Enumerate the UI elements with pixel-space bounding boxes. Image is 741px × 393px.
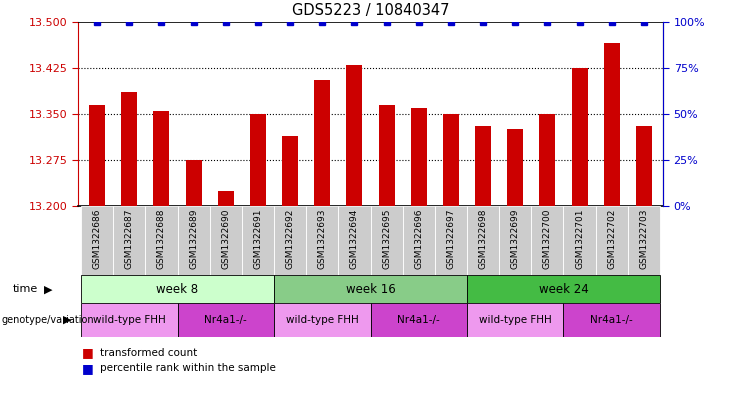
Text: GSM1322693: GSM1322693: [318, 208, 327, 269]
Bar: [563, 303, 660, 337]
Text: GSM1322686: GSM1322686: [93, 208, 102, 269]
Bar: [539, 114, 556, 206]
Text: GSM1322703: GSM1322703: [639, 208, 648, 269]
Bar: [531, 206, 563, 275]
Text: GSM1322696: GSM1322696: [414, 208, 423, 269]
Text: GSM1322699: GSM1322699: [511, 208, 519, 269]
Text: GSM1322688: GSM1322688: [157, 208, 166, 269]
Bar: [242, 206, 274, 275]
Bar: [122, 92, 137, 206]
Bar: [339, 206, 370, 275]
Text: GSM1322702: GSM1322702: [607, 208, 617, 269]
Bar: [113, 206, 145, 275]
Bar: [274, 303, 370, 337]
Title: GDS5223 / 10840347: GDS5223 / 10840347: [292, 3, 449, 18]
Text: GSM1322698: GSM1322698: [479, 208, 488, 269]
Text: week 16: week 16: [345, 283, 396, 296]
Bar: [306, 206, 339, 275]
Bar: [178, 303, 274, 337]
Bar: [81, 206, 113, 275]
Bar: [89, 105, 105, 206]
Bar: [571, 68, 588, 206]
Bar: [274, 206, 306, 275]
Bar: [274, 275, 467, 303]
Bar: [210, 206, 242, 275]
Text: GSM1322690: GSM1322690: [222, 208, 230, 269]
Text: GSM1322695: GSM1322695: [382, 208, 391, 269]
Bar: [81, 303, 178, 337]
Bar: [379, 105, 395, 206]
Bar: [604, 43, 619, 206]
Bar: [282, 136, 298, 206]
Bar: [346, 65, 362, 206]
Bar: [411, 108, 427, 206]
Bar: [185, 160, 202, 206]
Bar: [475, 126, 491, 206]
Text: week 8: week 8: [156, 283, 199, 296]
Text: wild-type FHH: wild-type FHH: [479, 315, 551, 325]
Text: ■: ■: [82, 346, 93, 359]
Text: wild-type FHH: wild-type FHH: [93, 315, 166, 325]
Text: GSM1322692: GSM1322692: [285, 208, 295, 269]
Bar: [628, 206, 660, 275]
Text: transformed count: transformed count: [100, 347, 197, 358]
Bar: [218, 191, 234, 206]
Text: wild-type FHH: wild-type FHH: [286, 315, 359, 325]
Text: GSM1322689: GSM1322689: [189, 208, 198, 269]
Bar: [370, 206, 402, 275]
Text: genotype/variation: genotype/variation: [1, 315, 94, 325]
Bar: [81, 275, 274, 303]
Bar: [435, 206, 467, 275]
Text: ■: ■: [82, 362, 93, 375]
Bar: [314, 80, 330, 206]
Bar: [145, 206, 178, 275]
Bar: [563, 206, 596, 275]
Bar: [402, 206, 435, 275]
Bar: [467, 303, 563, 337]
Text: Nr4a1-/-: Nr4a1-/-: [397, 315, 440, 325]
Text: week 24: week 24: [539, 283, 588, 296]
Text: GSM1322694: GSM1322694: [350, 208, 359, 269]
Text: ▶: ▶: [44, 284, 53, 294]
Text: GSM1322691: GSM1322691: [253, 208, 262, 269]
Text: GSM1322700: GSM1322700: [543, 208, 552, 269]
Bar: [467, 275, 660, 303]
Text: ▶: ▶: [63, 315, 71, 325]
Bar: [467, 206, 499, 275]
Bar: [596, 206, 628, 275]
Bar: [499, 206, 531, 275]
Bar: [443, 114, 459, 206]
Bar: [507, 129, 523, 206]
Text: GSM1322701: GSM1322701: [575, 208, 584, 269]
Text: time: time: [13, 284, 38, 294]
Bar: [250, 114, 266, 206]
Text: Nr4a1-/-: Nr4a1-/-: [205, 315, 247, 325]
Bar: [370, 303, 467, 337]
Text: percentile rank within the sample: percentile rank within the sample: [100, 363, 276, 373]
Text: GSM1322697: GSM1322697: [446, 208, 456, 269]
Bar: [178, 206, 210, 275]
Bar: [636, 126, 652, 206]
Text: GSM1322687: GSM1322687: [124, 208, 134, 269]
Text: Nr4a1-/-: Nr4a1-/-: [591, 315, 633, 325]
Bar: [153, 111, 170, 206]
